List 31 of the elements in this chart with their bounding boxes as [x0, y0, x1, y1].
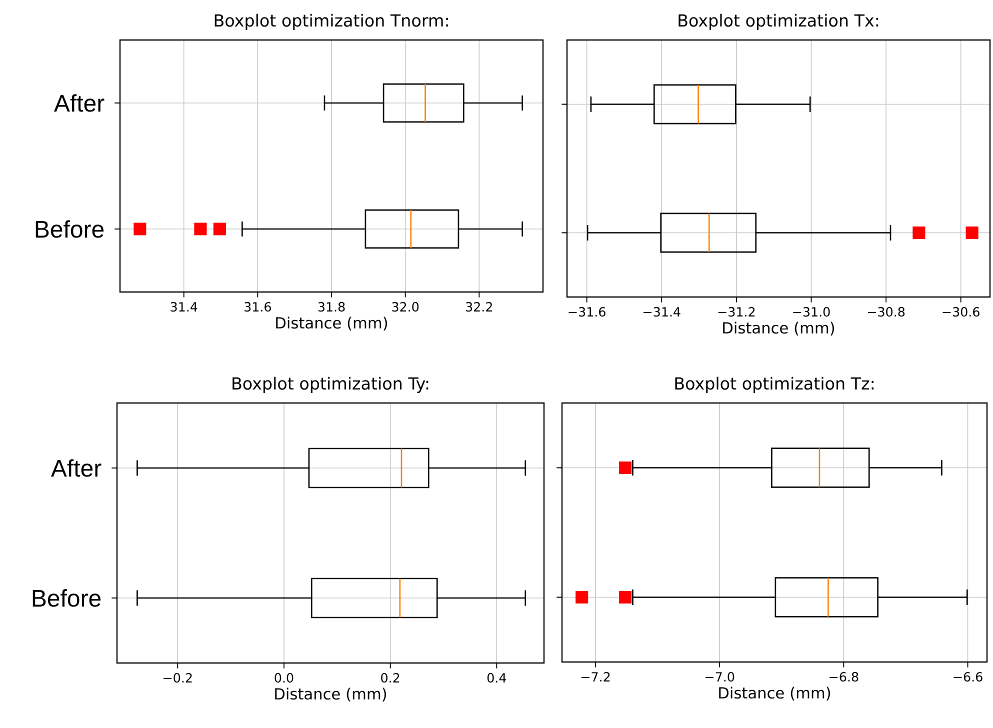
x-tick-label: −31.4: [644, 307, 680, 317]
y-tick-label: Before: [36, 220, 104, 238]
chart-title: Boxplot optimization Ty:: [232, 376, 428, 393]
x-tick-label: −7.0: [706, 672, 734, 682]
chart-title: Boxplot optimization Tnorm:: [214, 14, 448, 30]
x-tick-label: 0.0: [274, 673, 294, 683]
x-axis-title: Distance (mm): [275, 688, 386, 702]
x-tick-label: −0.2: [164, 673, 192, 683]
x-tick-label: 0.2: [381, 673, 400, 683]
x-axis-title: Distance (mm): [723, 322, 834, 336]
x-tick-label: 0.4: [487, 673, 506, 683]
x-tick-label: 31.6: [244, 302, 271, 312]
x-tick-label: −30.8: [868, 307, 905, 317]
x-tick-label: −31.6: [568, 307, 606, 317]
x-tick-label: −30.6: [942, 307, 980, 317]
x-tick-label: −6.6: [954, 672, 982, 682]
y-tick-label: Before: [32, 589, 101, 607]
chart-title: Boxplot optimization Tz:: [675, 376, 874, 393]
x-tick-label: −31.0: [793, 307, 830, 317]
x-tick-label: 31.8: [318, 302, 345, 312]
x-tick-label: 32.2: [466, 302, 492, 312]
x-axis-title: Distance (mm): [719, 686, 830, 700]
y-tick-label: After: [50, 459, 102, 477]
x-tick-label: 31.4: [170, 302, 198, 312]
x-tick-label: −6.8: [830, 672, 858, 682]
chart-title: Boxplot optimization Tx:: [678, 14, 878, 30]
x-tick-label: −7.2: [581, 672, 610, 682]
y-tick-label: After: [54, 94, 104, 112]
x-tick-label: 32.0: [392, 302, 419, 312]
x-tick-label: −31.2: [718, 307, 755, 317]
x-axis-title: Distance (mm): [276, 316, 388, 330]
